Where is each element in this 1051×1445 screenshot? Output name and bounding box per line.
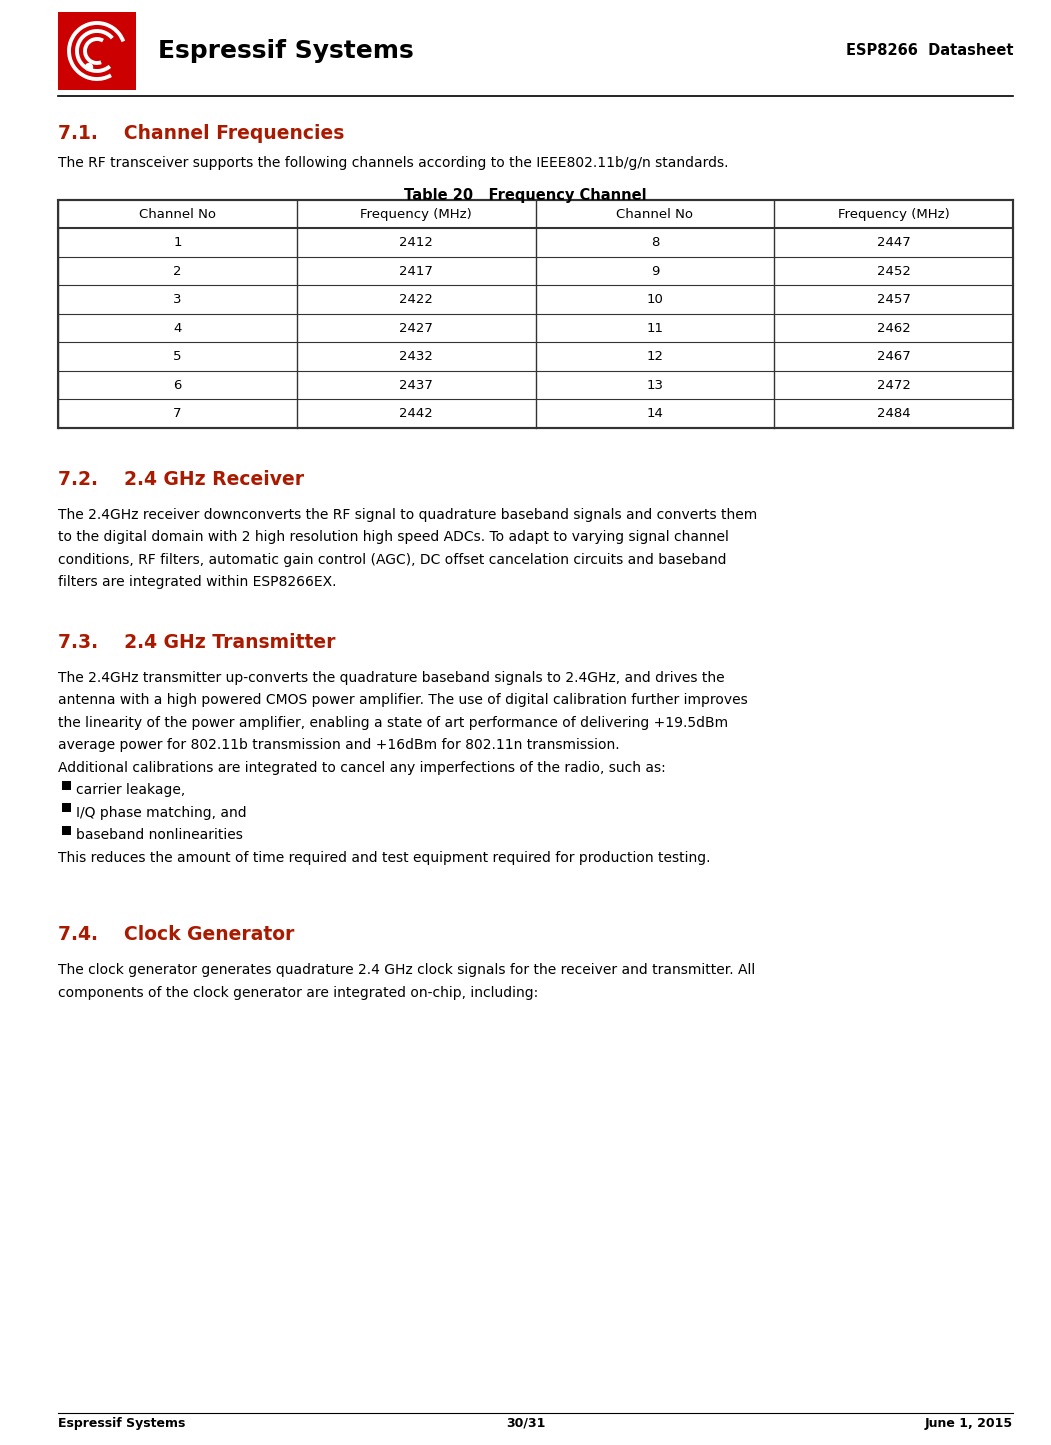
Text: The 2.4GHz transmitter up-converts the quadrature baseband signals to 2.4GHz, an: The 2.4GHz transmitter up-converts the q… xyxy=(58,670,724,685)
Text: 7.4.    Clock Generator: 7.4. Clock Generator xyxy=(58,925,294,945)
Text: baseband nonlinearities: baseband nonlinearities xyxy=(76,828,243,842)
Text: 9: 9 xyxy=(651,264,659,277)
Text: conditions, RF filters, automatic gain control (AGC), DC offset cancelation circ: conditions, RF filters, automatic gain c… xyxy=(58,553,726,566)
Text: 2452: 2452 xyxy=(877,264,910,277)
Text: 10: 10 xyxy=(646,293,663,306)
Text: 2457: 2457 xyxy=(877,293,910,306)
Text: 3: 3 xyxy=(173,293,182,306)
Text: 5: 5 xyxy=(173,350,182,363)
Text: Espressif Systems: Espressif Systems xyxy=(158,39,414,64)
Text: 2: 2 xyxy=(173,264,182,277)
Text: 4: 4 xyxy=(173,322,182,335)
Bar xyxy=(58,199,1013,428)
Text: 7.1.    Channel Frequencies: 7.1. Channel Frequencies xyxy=(58,124,345,143)
Bar xyxy=(62,803,71,812)
Text: the linearity of the power amplifier, enabling a state of art performance of del: the linearity of the power amplifier, en… xyxy=(58,717,728,730)
Text: Frequency (MHz): Frequency (MHz) xyxy=(838,208,949,221)
Circle shape xyxy=(85,64,92,71)
Text: 2432: 2432 xyxy=(399,350,433,363)
Text: 2417: 2417 xyxy=(399,264,433,277)
Text: Table 20   Frequency Channel: Table 20 Frequency Channel xyxy=(405,188,646,202)
Text: 2467: 2467 xyxy=(877,350,910,363)
Text: antenna with a high powered CMOS power amplifier. The use of digital calibration: antenna with a high powered CMOS power a… xyxy=(58,694,747,708)
Text: 2437: 2437 xyxy=(399,379,433,392)
Text: carrier leakage,: carrier leakage, xyxy=(76,783,185,798)
Text: 1: 1 xyxy=(173,236,182,249)
Text: The RF transceiver supports the following channels according to the IEEE802.11b/: The RF transceiver supports the followin… xyxy=(58,156,728,171)
Text: This reduces the amount of time required and test equipment required for product: This reduces the amount of time required… xyxy=(58,851,710,866)
Text: average power for 802.11b transmission and +16dBm for 802.11n transmission.: average power for 802.11b transmission a… xyxy=(58,738,620,753)
Text: 12: 12 xyxy=(646,350,663,363)
Text: 8: 8 xyxy=(651,236,659,249)
Text: Espressif Systems: Espressif Systems xyxy=(58,1416,185,1429)
Text: 2484: 2484 xyxy=(877,407,910,420)
Text: 2422: 2422 xyxy=(399,293,433,306)
Text: ESP8266  Datasheet: ESP8266 Datasheet xyxy=(845,43,1013,58)
Text: I/Q phase matching, and: I/Q phase matching, and xyxy=(76,806,247,819)
Text: Channel No: Channel No xyxy=(616,208,694,221)
Bar xyxy=(58,12,136,90)
Text: 2427: 2427 xyxy=(399,322,433,335)
Text: The 2.4GHz receiver downconverts the RF signal to quadrature baseband signals an: The 2.4GHz receiver downconverts the RF … xyxy=(58,509,758,522)
Text: 2447: 2447 xyxy=(877,236,910,249)
Text: 2462: 2462 xyxy=(877,322,910,335)
Text: 11: 11 xyxy=(646,322,663,335)
Text: 13: 13 xyxy=(646,379,663,392)
Text: 2472: 2472 xyxy=(877,379,910,392)
Text: 7.3.    2.4 GHz Transmitter: 7.3. 2.4 GHz Transmitter xyxy=(58,633,335,652)
Text: components of the clock generator are integrated on-chip, including:: components of the clock generator are in… xyxy=(58,985,538,1000)
Text: 6: 6 xyxy=(173,379,182,392)
Text: Channel No: Channel No xyxy=(139,208,215,221)
Text: 7.2.    2.4 GHz Receiver: 7.2. 2.4 GHz Receiver xyxy=(58,470,304,488)
Bar xyxy=(62,780,71,790)
Text: Frequency (MHz): Frequency (MHz) xyxy=(360,208,472,221)
Text: 2412: 2412 xyxy=(399,236,433,249)
Text: 30/31: 30/31 xyxy=(506,1416,545,1429)
Text: 2442: 2442 xyxy=(399,407,433,420)
Text: 7: 7 xyxy=(173,407,182,420)
Text: to the digital domain with 2 high resolution high speed ADCs. To adapt to varyin: to the digital domain with 2 high resolu… xyxy=(58,530,729,545)
Text: 14: 14 xyxy=(646,407,663,420)
Text: Additional calibrations are integrated to cancel any imperfections of the radio,: Additional calibrations are integrated t… xyxy=(58,762,665,775)
Text: filters are integrated within ESP8266EX.: filters are integrated within ESP8266EX. xyxy=(58,575,336,590)
Text: The clock generator generates quadrature 2.4 GHz clock signals for the receiver : The clock generator generates quadrature… xyxy=(58,964,756,977)
Bar xyxy=(62,827,71,835)
Text: June 1, 2015: June 1, 2015 xyxy=(925,1416,1013,1429)
